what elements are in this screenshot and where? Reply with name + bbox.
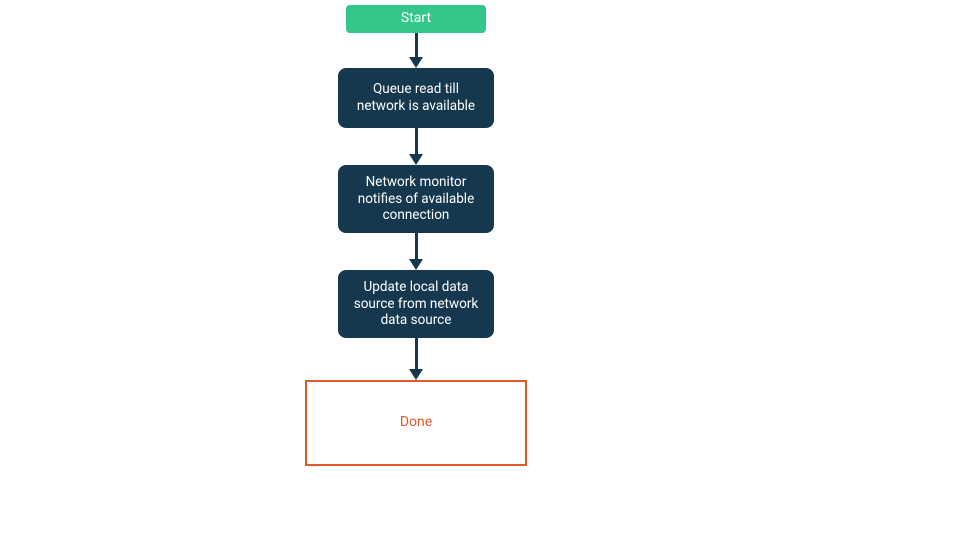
node-queue: Queue read till network is available [338,68,494,128]
node-start-label: Start [401,10,431,28]
arrowhead-icon [409,57,423,68]
edge-update-to-done [415,338,418,369]
edge-monitor-to-update [415,233,418,259]
node-update-label: Update local data source from network da… [348,279,484,330]
edge-queue-to-monitor [415,128,418,154]
edge-start-to-queue [415,33,418,57]
flowchart-canvas: Start Queue read till network is availabl… [0,0,960,540]
node-queue-label: Queue read till network is available [348,81,484,115]
arrowhead-icon [409,154,423,165]
node-done-label: Done [400,414,432,432]
node-start: Start [346,5,486,33]
arrowhead-icon [409,259,423,270]
node-monitor: Network monitor notifies of available co… [338,165,494,233]
node-update: Update local data source from network da… [338,270,494,338]
arrowhead-icon [409,369,423,380]
node-monitor-label: Network monitor notifies of available co… [348,174,484,225]
node-done: Done [305,380,527,466]
